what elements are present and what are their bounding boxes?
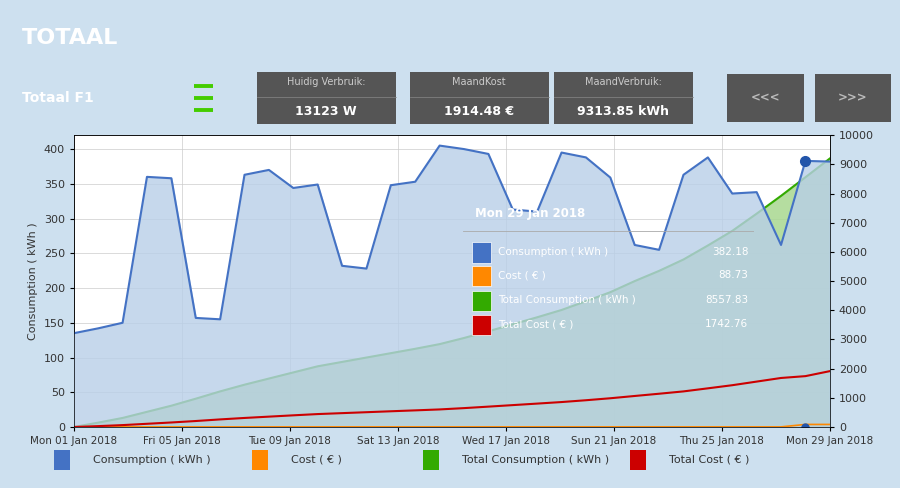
Y-axis label: Consumption ( kWh ): Consumption ( kWh ) <box>28 222 38 340</box>
Bar <box>54 450 70 470</box>
Text: 9313.85 kWh: 9313.85 kWh <box>577 105 670 118</box>
Text: 13123 W: 13123 W <box>295 105 357 118</box>
Text: Cost ( € ): Cost ( € ) <box>291 455 342 465</box>
Bar <box>814 74 891 122</box>
Text: >>>: >>> <box>838 92 868 104</box>
Bar <box>256 72 396 124</box>
Bar <box>630 450 646 470</box>
Text: Totaal F1: Totaal F1 <box>22 91 94 105</box>
Text: TOTAAL: TOTAAL <box>22 28 119 47</box>
Text: MaandVerbruik:: MaandVerbruik: <box>585 77 662 87</box>
Text: Consumption ( kWh ): Consumption ( kWh ) <box>93 455 211 465</box>
Bar <box>410 72 549 124</box>
Text: <<<: <<< <box>751 92 780 104</box>
Bar <box>252 450 268 470</box>
Bar <box>727 74 804 122</box>
Text: 1914.48 €: 1914.48 € <box>445 105 514 118</box>
Text: Huidig Verbruik:: Huidig Verbruik: <box>287 77 365 87</box>
Text: Total Consumption ( kWh ): Total Consumption ( kWh ) <box>462 455 608 465</box>
Bar <box>423 450 439 470</box>
Text: MaandKost: MaandKost <box>453 77 506 87</box>
Bar <box>554 72 693 124</box>
Text: Total Cost ( € ): Total Cost ( € ) <box>669 455 749 465</box>
